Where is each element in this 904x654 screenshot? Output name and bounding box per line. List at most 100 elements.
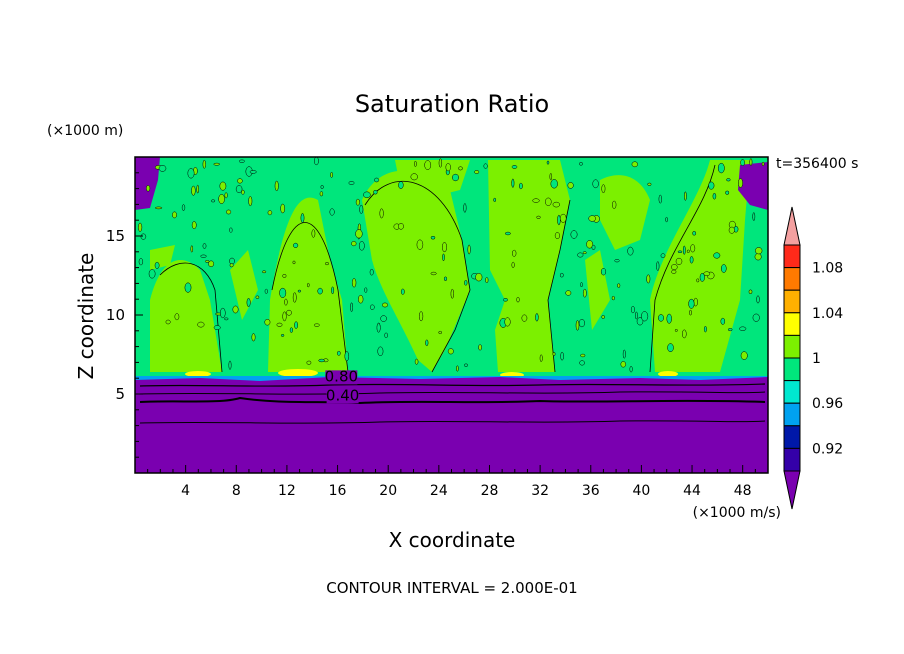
x-tick-label: 40 [632, 483, 650, 499]
speckle [474, 170, 480, 174]
x-tick-label: 24 [430, 483, 448, 499]
contour-line-100 [159, 164, 716, 373]
colorbar: 1.08 1.04 1 0.96 0.92 [783, 206, 843, 510]
speckle [612, 200, 617, 209]
speckle [539, 354, 543, 362]
contour-plot-area [134, 156, 769, 474]
speckle [379, 208, 384, 219]
speckle [229, 227, 233, 233]
speckle [351, 278, 357, 288]
speckle [554, 232, 560, 240]
speckle [398, 181, 404, 189]
speckle [255, 295, 260, 299]
x-tick-label: 12 [278, 483, 296, 499]
speckle [552, 351, 556, 357]
colorbar-swatch [783, 289, 801, 314]
speckle [740, 351, 748, 360]
speckle [292, 260, 296, 265]
y-tick-label: 10 [106, 306, 125, 324]
speckle [636, 317, 644, 326]
supersat-patch [278, 369, 318, 377]
speckle [274, 180, 279, 192]
speckle [761, 161, 765, 167]
speckle [184, 282, 192, 293]
speckle [438, 158, 443, 168]
speckle [617, 283, 621, 288]
near-saturation-patches [150, 160, 750, 372]
speckle [559, 272, 564, 278]
contour-line-020 [139, 420, 766, 424]
speckle [478, 344, 482, 351]
colorbar-tick-label: 0.96 [812, 396, 843, 412]
speckle [696, 278, 700, 283]
speckle [739, 326, 747, 331]
speckle [293, 242, 299, 248]
speckle [282, 274, 287, 278]
speckle [749, 158, 753, 166]
speckle [552, 201, 560, 208]
speckle [660, 253, 666, 259]
speckle [165, 319, 171, 325]
supersat-patch [658, 371, 678, 377]
speckle [239, 159, 245, 163]
speckle [545, 197, 552, 206]
speckle [381, 302, 389, 308]
speckle [358, 241, 365, 251]
speckle [289, 327, 293, 333]
speckle [557, 214, 561, 226]
speckle [355, 229, 363, 239]
speckle [138, 222, 143, 232]
speckle [248, 196, 253, 207]
speckle [511, 261, 515, 268]
speckle [475, 273, 483, 282]
speckle [512, 249, 517, 257]
speckle [690, 244, 696, 253]
speckle [202, 159, 206, 169]
x-tick-label: 20 [379, 483, 397, 499]
colorbar-swatch [783, 447, 801, 472]
speckle [226, 209, 232, 215]
speckle [384, 332, 388, 338]
speckle [331, 286, 335, 295]
speckle [264, 288, 268, 294]
speckle [671, 264, 678, 271]
speckle [756, 295, 760, 304]
speckle [536, 215, 541, 219]
speckle [458, 166, 463, 171]
colorbar-swatch [783, 244, 801, 269]
speckle [721, 264, 727, 273]
speckle [755, 247, 763, 255]
speckle [218, 194, 225, 204]
speckle [200, 254, 207, 258]
speckle [410, 173, 418, 181]
speckle [416, 239, 424, 250]
speckle [582, 288, 587, 298]
contour-label: 0.40 [326, 386, 359, 404]
chart-title: Saturation Ratio [355, 90, 549, 118]
speckle [658, 314, 664, 322]
speckle [601, 315, 605, 319]
speckle [442, 253, 445, 262]
speckle [629, 366, 633, 373]
speckle [237, 178, 243, 184]
speckle [442, 242, 447, 253]
contour-line-080 [139, 383, 766, 387]
speckle [493, 197, 497, 202]
y-axis-label: Z coordinate [74, 253, 98, 380]
speckle [577, 252, 584, 258]
speckle [726, 178, 731, 182]
supersat-patch [185, 371, 211, 377]
speckle [674, 329, 678, 332]
speckle [196, 184, 199, 194]
speckle [264, 318, 271, 326]
speckle [224, 192, 228, 199]
contour-line-040 [139, 396, 766, 405]
speckle [483, 163, 488, 169]
speckle [600, 268, 607, 276]
speckle [318, 358, 325, 363]
time-label: t=356400 s [776, 156, 858, 172]
speckle [578, 319, 585, 328]
speckle [505, 231, 511, 236]
speckle [425, 339, 429, 347]
